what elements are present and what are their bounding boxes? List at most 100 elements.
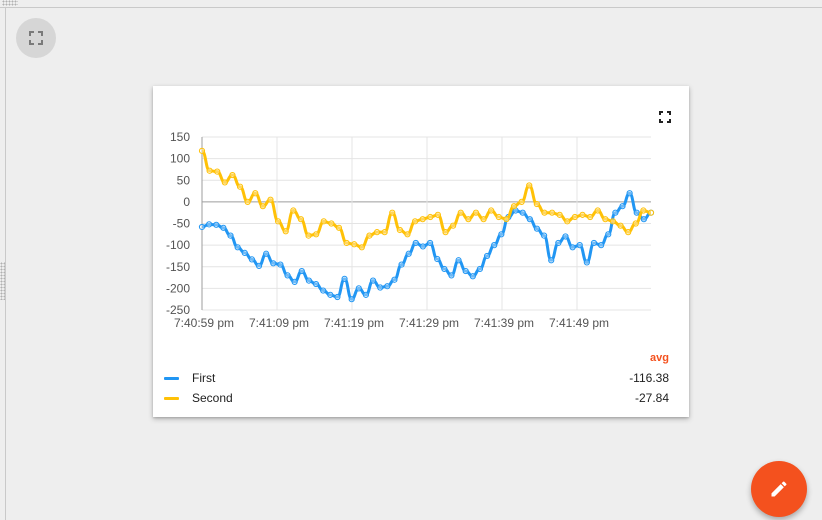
data-point [348,296,355,303]
data-point [548,209,556,216]
data-point [533,225,541,232]
data-point [362,291,370,298]
data-point [369,277,377,284]
data-point [495,213,502,221]
data-point [426,239,434,247]
legend-series-avg: -116.38 [629,371,669,385]
data-point [609,218,617,225]
data-point [229,171,236,179]
y-tick-label: 100 [170,152,190,166]
chart-widget-card: 150 100 50 0 -50 -100 -150 -200 -250 7:40:59 pm 7… [153,86,689,417]
data-point [234,244,241,251]
data-point [533,200,540,208]
data-point [328,220,335,227]
legend-series-name: First [192,371,216,385]
data-point [358,244,365,251]
data-point [491,242,498,249]
fullscreen-button[interactable] [16,18,56,58]
data-point [590,239,598,247]
fullscreen-icon [659,111,671,123]
data-point [305,232,312,239]
data-point [640,216,647,223]
data-point [448,272,455,279]
y-tick-label: -150 [166,260,190,274]
data-point [598,242,605,249]
y-tick-label: -50 [173,217,191,231]
data-point [647,209,655,216]
drag-handle-top[interactable] [2,0,18,6]
data-point [562,233,569,240]
data-point [626,190,633,197]
data-point [290,207,297,214]
data-point [298,267,305,275]
data-point [441,265,448,273]
data-point [619,203,626,210]
data-point [252,190,259,197]
y-tick-label: -200 [166,281,190,295]
data-point [442,229,449,236]
chart-series [198,147,655,303]
y-tick-label: 0 [183,195,190,209]
data-point [206,167,213,174]
data-point [587,213,594,221]
data-point [384,283,391,290]
data-point [277,261,284,268]
data-point [602,216,609,223]
data-point [640,207,647,214]
legend-series-avg: -27.84 [634,391,669,405]
data-point [450,222,457,229]
data-point [455,257,462,264]
widget-fullscreen-button[interactable] [657,109,673,125]
data-point [373,229,381,236]
data-point [312,280,320,288]
data-point [498,231,505,238]
data-point [480,216,487,223]
data-point [541,209,548,216]
data-point [327,291,334,298]
data-point [519,209,526,216]
data-point [263,250,270,257]
data-point [612,209,619,216]
x-tick-label: 7:41:29 pm [399,316,459,330]
data-point [510,203,518,210]
data-point [320,287,327,294]
data-point [540,232,548,239]
data-point [556,211,563,218]
data-point [366,232,373,239]
data-point [259,203,266,210]
x-tick-label: 7:41:49 pm [549,316,609,330]
data-point [462,267,469,275]
data-point [571,213,578,221]
data-point [457,209,464,216]
data-point [221,179,228,186]
legend-header-avg: avg [650,352,669,364]
data-point [465,216,472,223]
data-point [313,231,320,238]
data-point [297,216,305,223]
data-point [404,231,411,238]
edit-pencil-icon [771,481,787,497]
data-point [335,224,343,231]
chart-grid [201,136,651,311]
data-point [351,241,358,248]
drag-handle-left[interactable] [0,262,5,300]
edit-fab-button[interactable] [751,461,807,517]
data-point [214,168,221,175]
data-point [633,209,640,216]
y-tick-label: -250 [166,303,190,317]
data-point [419,216,426,223]
legend-swatch [164,397,179,400]
data-point [564,218,571,225]
data-point [267,196,274,203]
legend-item-second[interactable]: Second -27.84 [164,390,669,408]
data-point [355,285,362,292]
data-point [625,229,632,236]
data-point [320,218,327,225]
data-point [248,256,255,263]
legend-item-first[interactable]: First -116.38 [164,370,669,388]
y-axis-ticks: 150 100 50 0 -50 -100 -150 -200 -250 [166,130,190,317]
data-point [411,218,419,225]
series-second [198,147,655,251]
data-point [632,220,639,227]
data-point [548,257,555,264]
